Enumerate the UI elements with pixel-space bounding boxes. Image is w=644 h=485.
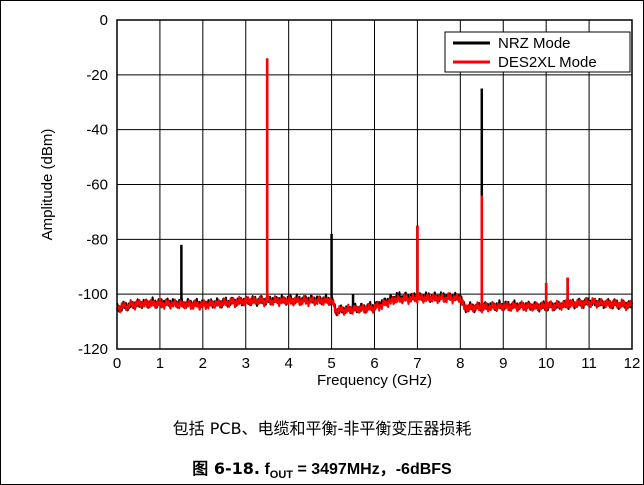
x-tick-label: 5	[327, 355, 335, 372]
series-des2xl-floor	[116, 292, 633, 317]
figure-number: 图 6-18.	[192, 459, 260, 478]
legend-label-des2xl: DES2XL Mode	[498, 54, 597, 71]
measurement-note: 包括 PCB、电缆和平衡-非平衡变压器损耗	[172, 419, 472, 438]
caption-f-subscript: OUT	[269, 469, 293, 482]
legend: NRZ Mode DES2XL Mode	[444, 31, 631, 73]
y-tick-label: -20	[86, 67, 108, 84]
x-tick-label: 8	[456, 355, 464, 372]
series-layer	[116, 58, 633, 317]
x-tick-label: 11	[581, 355, 597, 372]
x-axis-label: Frequency (GHz)	[317, 372, 432, 389]
x-tick-label: 0	[113, 355, 121, 372]
tick-labels: 0 1 2 3 4 5 6 7 8 9 10 11 120-20-40-60-80-100-120	[78, 12, 640, 372]
y-tick-label: 0	[100, 12, 108, 29]
x-tick-label: 9	[499, 355, 507, 372]
y-tick-label: -100	[78, 286, 108, 303]
x-tick-label: 12	[624, 355, 641, 372]
y-tick-label: -120	[78, 341, 108, 358]
caption-rest: = 3497MHz，-6dBFS	[293, 461, 452, 478]
y-tick-label: -40	[86, 122, 108, 139]
figure-caption: 图 6-18. fOUT = 3497MHz，-6dBFS	[0, 455, 644, 481]
y-axis-label: Amplitude (dBm)	[39, 129, 56, 241]
y-tick-label: -80	[86, 231, 108, 248]
spectrum-chart: 0 1 2 3 4 5 6 7 8 9 10 11 120-20-40-60-80-100-120 Fr…	[39, 12, 640, 389]
x-tick-label: 6	[370, 355, 378, 372]
caption-f: f	[264, 461, 270, 478]
x-tick-label: 4	[284, 355, 292, 372]
x-tick-label: 3	[242, 355, 250, 372]
plot-border	[116, 19, 633, 350]
x-tick-label: 1	[156, 355, 164, 372]
x-tick-label: 7	[413, 355, 421, 372]
legend-box	[444, 31, 631, 73]
legend-label-nrz: NRZ Mode	[498, 35, 571, 52]
x-tick-label: 2	[199, 355, 207, 372]
x-tick-label: 10	[538, 355, 555, 372]
y-tick-label: -60	[86, 177, 108, 194]
